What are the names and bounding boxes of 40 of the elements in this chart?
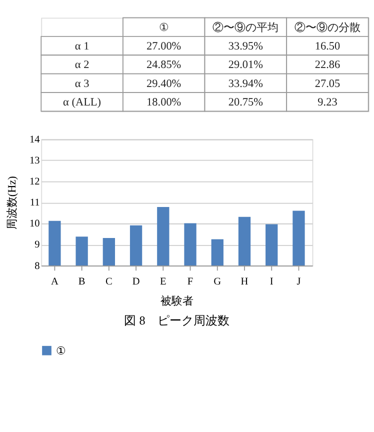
x-tick-label: J — [296, 276, 301, 288]
category-label: α 2 — [74, 59, 90, 72]
y-tick-label: 11 — [30, 198, 40, 209]
text: 29.01% — [228, 59, 263, 72]
text: 29.40% — [146, 78, 182, 90]
y-tick-label: 9 — [34, 240, 40, 251]
x-tick-label: A — [50, 276, 59, 288]
text: 33.94% — [228, 78, 263, 90]
text: 16.50 — [314, 40, 340, 53]
legend-label: ① — [56, 345, 66, 358]
category-label: ① — [158, 22, 169, 34]
text: 9.23 — [318, 96, 338, 109]
category-label: ②〜⑨の平均 — [212, 20, 279, 34]
category-label: α 1 — [74, 40, 90, 53]
text: 33.95% — [228, 40, 263, 53]
x-tick-label: E — [160, 276, 166, 288]
x-tick-label: I — [270, 276, 274, 288]
x-tick-label: F — [187, 276, 194, 288]
text: 27.00% — [146, 40, 182, 53]
y-tick-label: 8 — [34, 260, 40, 272]
text: 27.05 — [314, 78, 340, 90]
y-tick-label: 10 — [29, 218, 40, 230]
x-tick-label: B — [78, 276, 86, 288]
x-axis-title: 被験者 — [160, 294, 194, 308]
category-label: α 3 — [74, 78, 90, 90]
x-tick-label: H — [240, 276, 249, 288]
text: 24.85% — [146, 59, 182, 72]
text: 20.75% — [228, 96, 263, 109]
x-tick-label: G — [214, 276, 222, 288]
x-tick-label: D — [132, 276, 140, 288]
category-label: α (ALL) — [63, 96, 102, 109]
x-tick-label: C — [106, 276, 112, 288]
category-label: ②〜⑨の分散 — [294, 20, 360, 34]
text: 22.86 — [314, 59, 340, 72]
y-axis-title: 周波数(Hz) — [5, 176, 18, 230]
y-tick-label: 14 — [29, 134, 40, 146]
y-tick-label: 12 — [29, 176, 40, 188]
y-tick-label: 13 — [29, 156, 40, 167]
text: 18.00% — [146, 96, 182, 109]
text: 図 8 ピーク周波数 — [124, 313, 230, 328]
